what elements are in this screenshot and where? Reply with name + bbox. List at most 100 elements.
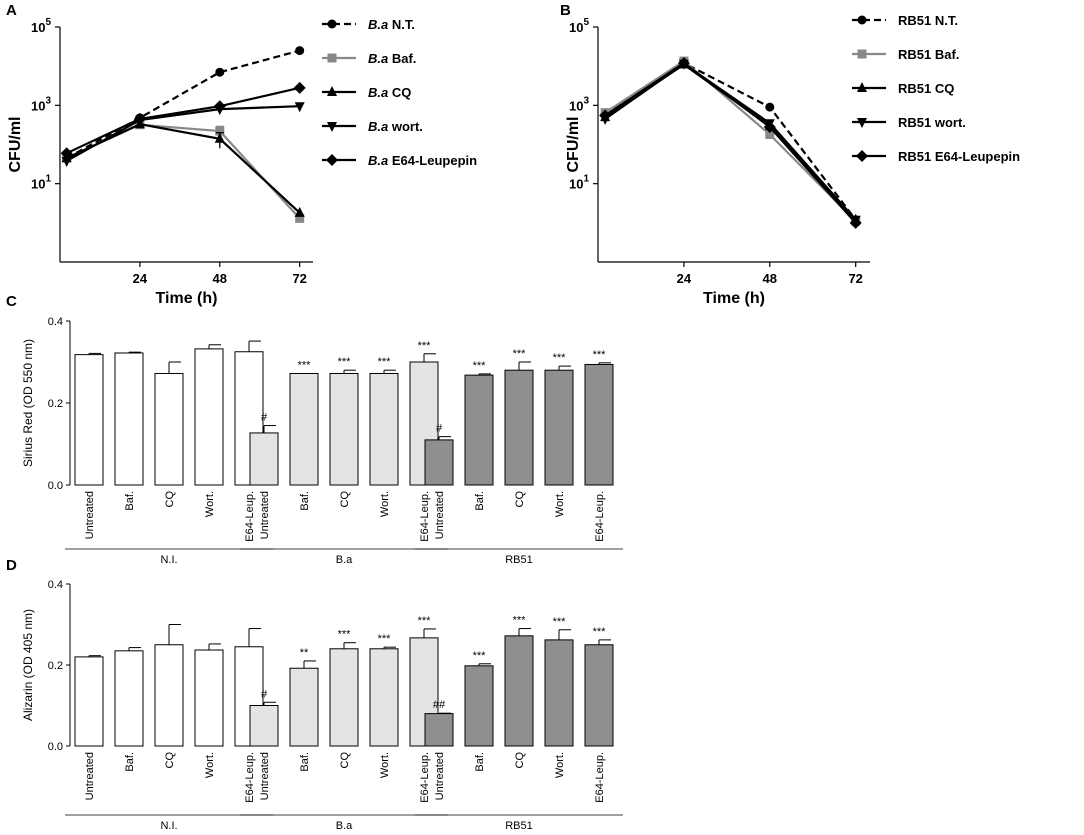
group-label: N.I.	[160, 820, 177, 832]
legend-entry: RB51 E64-Leupepin	[852, 149, 1020, 164]
significance-label: ***	[473, 360, 487, 372]
y-tick-label: 0.0	[48, 480, 63, 492]
legend-marker	[857, 118, 867, 128]
y-axis-title: Sirius Red (OD 550 nm)	[21, 339, 35, 467]
legend-entry: RB51 CQ	[852, 81, 954, 96]
category-label: E64-Leup.	[244, 491, 256, 542]
significance-label: #	[261, 412, 268, 424]
bar	[369, 372, 399, 486]
bar	[424, 439, 454, 486]
bar	[74, 354, 104, 486]
bar	[74, 656, 104, 747]
bar	[249, 705, 279, 747]
x-axis-title: Time (h)	[703, 290, 765, 307]
bar	[114, 352, 144, 486]
bar-group-item: Untreated	[74, 352, 104, 539]
significance-label: ***	[473, 650, 487, 662]
x-tick-label: 24	[677, 271, 692, 286]
category-label: CQ	[514, 752, 526, 769]
data-point	[61, 156, 72, 167]
data-point	[765, 102, 775, 112]
significance-label: ***	[378, 356, 392, 368]
data-point	[849, 216, 862, 229]
series-line	[66, 105, 300, 162]
bar-group-item: Baf.	[114, 351, 144, 511]
bar-group-item: *** Baf.	[289, 359, 319, 511]
series-n-t-	[62, 46, 305, 163]
legend-marker	[856, 150, 868, 162]
x-tick-label: 24	[133, 271, 148, 286]
y-tick-label: 0.4	[48, 316, 63, 328]
bar-group-item: *** CQ	[329, 629, 359, 769]
y-tick-label: 0.2	[48, 660, 63, 672]
legend-label: B.a CQ	[368, 85, 411, 100]
data-point	[133, 112, 146, 125]
group-label: N.I.	[160, 554, 177, 566]
legend-label: RB51 CQ	[898, 81, 954, 96]
significance-label: ***	[338, 356, 352, 368]
y-tick-label: 0.4	[48, 579, 63, 591]
panel-letter: A	[6, 2, 17, 19]
category-label: E64-Leup.	[594, 752, 606, 803]
group-label: B.a	[336, 820, 353, 832]
series-n-t-	[600, 58, 861, 225]
significance-label: ***	[298, 359, 312, 371]
bar	[464, 665, 494, 747]
category-label: CQ	[514, 491, 526, 508]
bar	[289, 667, 319, 747]
data-point	[294, 102, 305, 113]
legend-marker	[327, 122, 337, 132]
category-label: CQ	[339, 491, 351, 508]
significance-label: ***	[553, 616, 567, 628]
bar-group-item: *** Wort.	[544, 616, 574, 778]
data-point	[763, 120, 776, 133]
legend-marker	[327, 19, 337, 29]
y-tick-label: 105	[569, 17, 589, 35]
bar-group-item: *** Baf.	[464, 650, 494, 772]
legend-marker	[327, 53, 337, 63]
bar	[424, 713, 454, 747]
panel-d: D 0.0 0.2 0.4 Alizarin (OD 405 nm) Untreated B…	[6, 557, 623, 832]
bar-group-item: *** Wort.	[369, 633, 399, 778]
data-point	[293, 81, 306, 94]
bar-group-item: # Untreated	[249, 412, 279, 539]
category-label: Baf.	[299, 491, 311, 511]
series-line	[604, 61, 857, 224]
x-tick-label: 48	[213, 271, 227, 286]
data-point	[295, 213, 305, 223]
bar-group-item: *** Wort.	[369, 356, 399, 517]
category-label: Baf.	[474, 752, 486, 772]
bar	[504, 369, 534, 486]
y-tick-label: 103	[569, 95, 589, 113]
category-label: Baf.	[474, 491, 486, 511]
bar	[329, 372, 359, 486]
significance-label: ***	[593, 626, 607, 638]
significance-label: ***	[338, 629, 352, 641]
bar	[544, 639, 574, 747]
bar-group-item: ## Untreated	[424, 699, 454, 800]
panel-c: C 0.0 0.2 0.4 Sirius Red (OD 550 nm) Untreate…	[6, 293, 623, 566]
significance-label: **	[300, 647, 309, 659]
significance-label: ***	[513, 348, 527, 360]
y-tick-label: 101	[31, 174, 51, 192]
significance-label: ##	[433, 699, 446, 711]
series-line	[66, 86, 300, 155]
bar-group-item: *** E64-Leup.	[584, 626, 614, 803]
series-baf-	[600, 56, 861, 226]
legend-entry: B.a Baf.	[322, 51, 416, 66]
data-point	[60, 147, 73, 160]
data-point	[765, 130, 775, 140]
legend-entry: RB51 Baf.	[852, 47, 959, 62]
category-label: Baf.	[124, 491, 136, 511]
legend-entry: B.a wort.	[322, 119, 423, 134]
category-label: Untreated	[434, 491, 446, 539]
bar-group-item: *** CQ	[504, 615, 534, 769]
bar	[194, 649, 224, 747]
bar	[154, 644, 184, 747]
bar	[249, 432, 279, 486]
legend-marker	[326, 154, 338, 166]
category-label: Untreated	[84, 491, 96, 539]
legend-label: B.a wort.	[368, 119, 423, 134]
data-point	[215, 67, 225, 77]
legend-entry: RB51 N.T.	[852, 13, 958, 28]
